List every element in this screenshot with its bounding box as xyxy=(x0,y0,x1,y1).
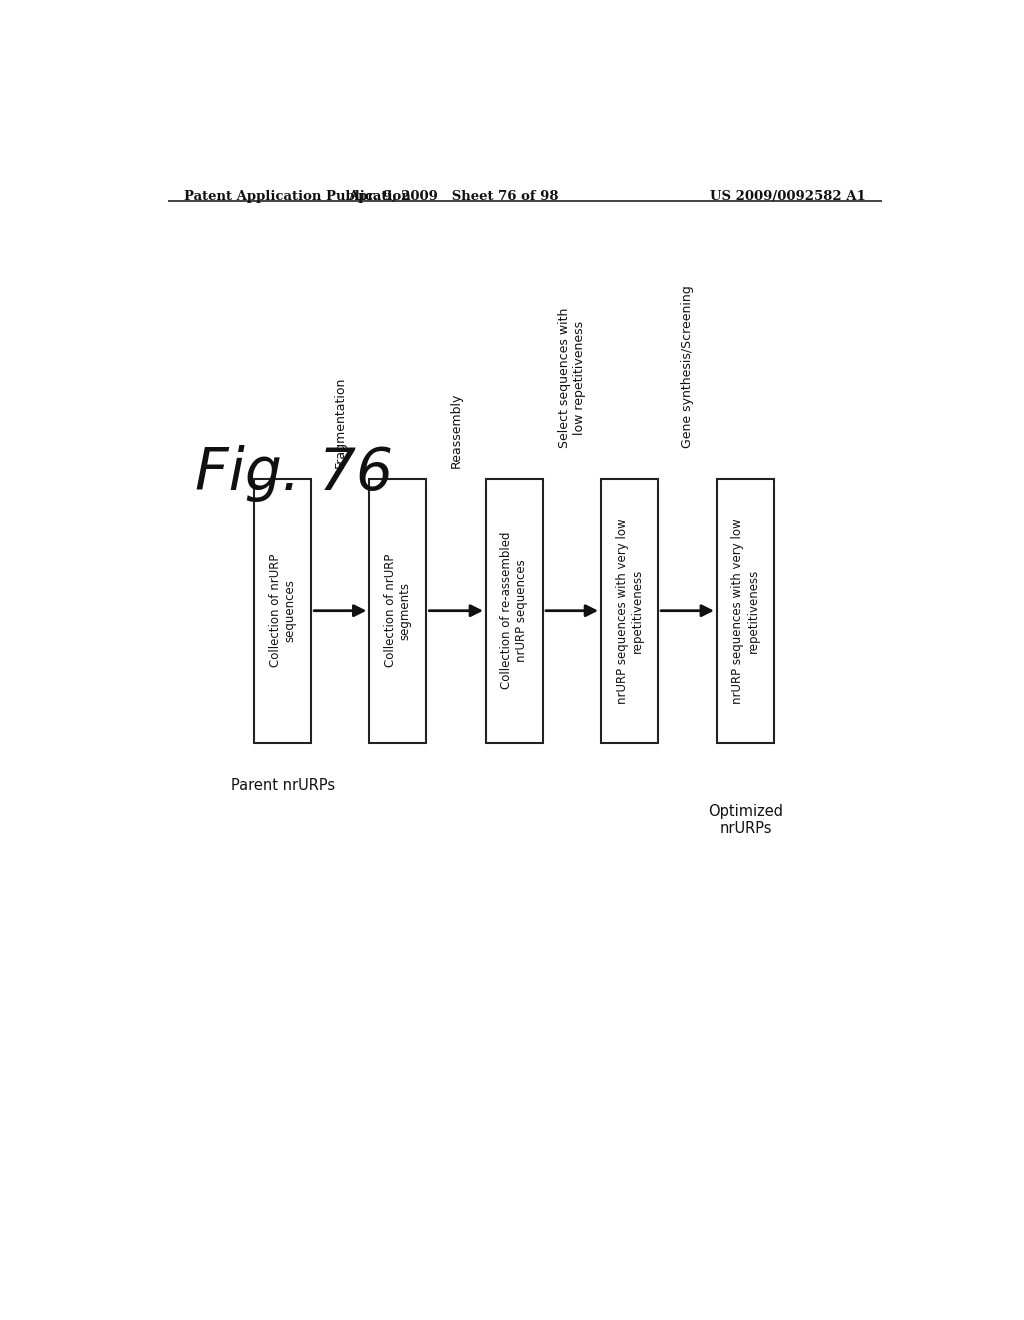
Text: Gene synthesis/Screening: Gene synthesis/Screening xyxy=(681,285,694,447)
Text: Collection of nrURP
segments: Collection of nrURP segments xyxy=(384,554,412,668)
Text: US 2009/0092582 A1: US 2009/0092582 A1 xyxy=(711,190,866,203)
Bar xyxy=(601,479,658,743)
Bar xyxy=(717,479,774,743)
Text: Reassembly: Reassembly xyxy=(451,393,463,469)
Text: Parent nrURPs: Parent nrURPs xyxy=(230,779,335,793)
Bar xyxy=(254,479,311,743)
Text: Patent Application Publication: Patent Application Publication xyxy=(183,190,411,203)
Text: Apr. 9, 2009   Sheet 76 of 98: Apr. 9, 2009 Sheet 76 of 98 xyxy=(348,190,559,203)
Text: Collection of re-assembled
nrURP sequences: Collection of re-assembled nrURP sequenc… xyxy=(501,532,528,689)
Text: Fragmentation: Fragmentation xyxy=(334,378,347,469)
Text: Collection of nrURP
sequences: Collection of nrURP sequences xyxy=(268,554,297,668)
Text: Select sequences with
low repetitiveness: Select sequences with low repetitiveness xyxy=(558,308,587,447)
Bar xyxy=(370,479,426,743)
Text: Fig. 76: Fig. 76 xyxy=(196,445,393,502)
Text: Optimized
nrURPs: Optimized nrURPs xyxy=(708,804,783,836)
Text: nrURP sequences with very low
repetitiveness: nrURP sequences with very low repetitive… xyxy=(731,517,760,704)
Bar xyxy=(486,479,543,743)
Text: nrURP sequences with very low
repetitiveness: nrURP sequences with very low repetitive… xyxy=(615,517,643,704)
